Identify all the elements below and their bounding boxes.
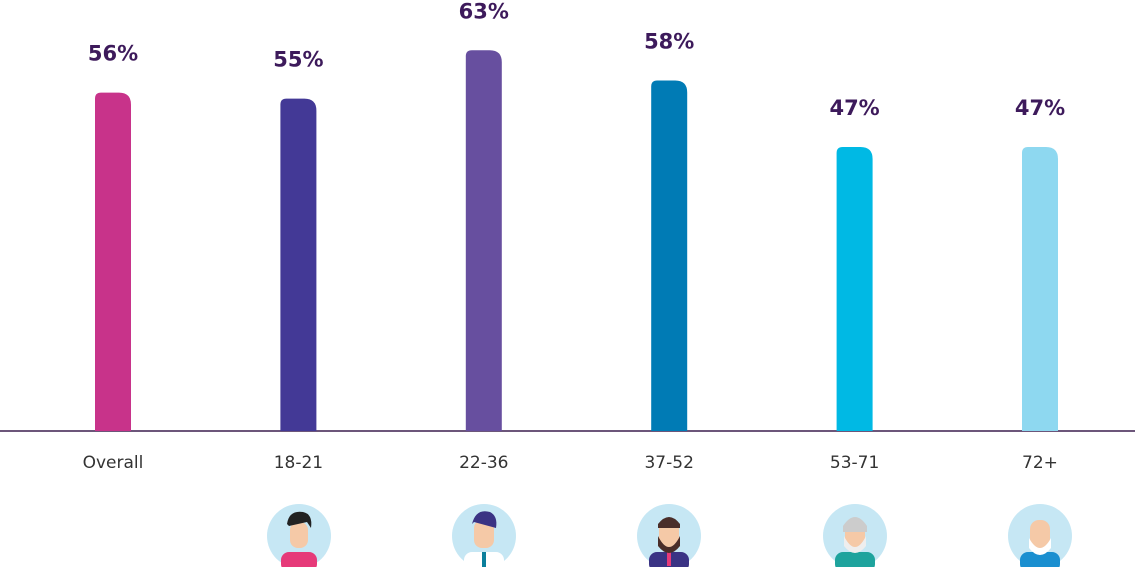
avatars bbox=[267, 504, 1072, 567]
x-tick-label: 37-52 bbox=[644, 453, 693, 473]
value-label: 47% bbox=[1015, 96, 1065, 120]
bar bbox=[280, 99, 316, 431]
value-label: 58% bbox=[644, 30, 694, 54]
bar bbox=[651, 81, 687, 431]
value-label: 55% bbox=[273, 48, 323, 72]
bar bbox=[837, 147, 873, 431]
avatar bbox=[823, 504, 887, 567]
x-tick-label: Overall bbox=[83, 453, 144, 473]
x-tick-label: 72+ bbox=[1022, 453, 1058, 473]
x-tick-label: 53-71 bbox=[830, 453, 879, 473]
avatar bbox=[637, 504, 701, 567]
avatar bbox=[452, 504, 516, 567]
avatar bbox=[1008, 504, 1072, 567]
avatar bbox=[267, 504, 331, 567]
bar bbox=[95, 93, 131, 431]
bar bbox=[466, 50, 502, 431]
value-label: 56% bbox=[88, 42, 138, 66]
bar bbox=[1022, 147, 1058, 431]
x-tick-label: 22-36 bbox=[459, 453, 508, 473]
value-label: 47% bbox=[829, 96, 879, 120]
x-tick-label: 18-21 bbox=[274, 453, 323, 473]
chart: 56% Overall 55% 18-21 63% 22-36 58% 37-52 47% 53-… bbox=[0, 0, 1135, 567]
page: 56% Overall 55% 18-21 63% 22-36 58% 37-52 47% 53-… bbox=[0, 0, 1135, 567]
value-label: 63% bbox=[459, 0, 509, 23]
